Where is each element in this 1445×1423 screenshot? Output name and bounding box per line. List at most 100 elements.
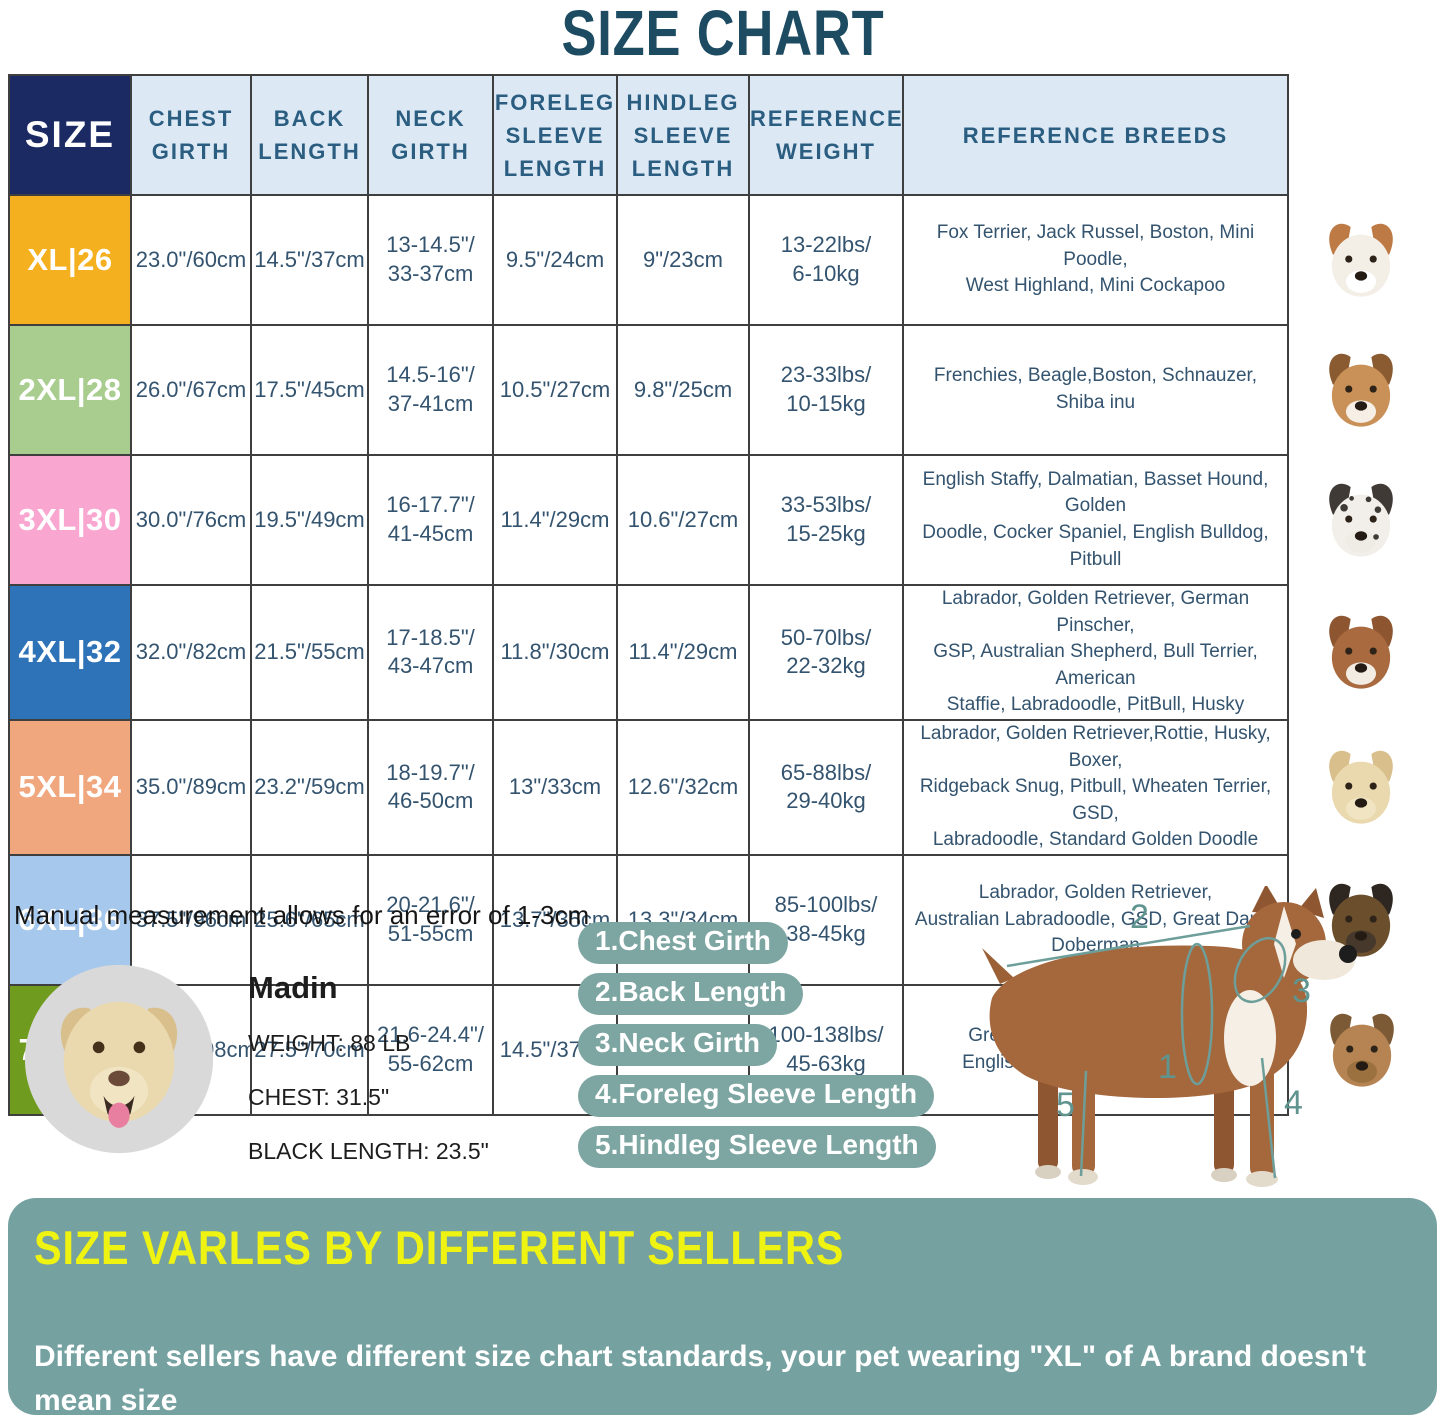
breed-photo-cell bbox=[1288, 325, 1434, 455]
size-label-cell: 4XL|32 bbox=[8, 584, 132, 721]
reference-weight-cell: 23-33lbs/ 10-15kg bbox=[748, 324, 904, 456]
neck-girth-cell: 20-21.6"/ 51-55cm bbox=[367, 853, 494, 986]
notice-body: Different sellers have different size ch… bbox=[34, 1291, 1411, 1423]
hindleg-sleeve-cell: 9"/23cm bbox=[616, 194, 750, 326]
breed-photo-cell bbox=[1288, 984, 1434, 1115]
col-header-foreleg-sleeve: FORELEG SLEEVE LENGTH bbox=[492, 74, 618, 196]
beagle-photo bbox=[1329, 353, 1393, 427]
chest-girth-cell: 32.0"/82cm bbox=[130, 584, 252, 721]
great-dane-photo bbox=[1329, 1013, 1394, 1087]
foreleg-sleeve-cell: 10.5"/27cm bbox=[492, 324, 618, 456]
reference-breeds-cell: English Staffy, Dalmatian, Basset Hound,… bbox=[902, 454, 1289, 586]
chest-girth-cell: 23.0"/60cm bbox=[130, 194, 252, 326]
breed-photo-cell bbox=[1288, 585, 1434, 720]
table-row: 2XL|28 26.0"/67cm 17.5"/45cm 14.5-16"/ 3… bbox=[8, 324, 1434, 456]
legend-foreleg-sleeve: 4.Foreleg Sleeve Length bbox=[578, 1075, 935, 1117]
col-header-reference-breeds: REFERENCE BREEDS bbox=[902, 74, 1289, 196]
foreleg-sleeve-cell: 11.8"/30cm bbox=[492, 584, 618, 721]
reference-breeds-cell: Labrador, Golden Retriever, German Pinsc… bbox=[902, 584, 1289, 721]
breed-photo-cell bbox=[1288, 455, 1434, 585]
measurement-diagram-dog: 2 1 3 4 5 bbox=[982, 886, 1357, 1187]
header-row: SIZE CHEST GIRTH BACK LENGTH NECK GIRTH … bbox=[8, 74, 1434, 196]
measurement-section: Manual measurement allows for an error o… bbox=[0, 886, 1445, 1222]
neck-girth-cell: 16-17.7"/ 41-45cm bbox=[367, 454, 494, 586]
neck-girth-cell: 13-14.5"/ 33-37cm bbox=[367, 194, 494, 326]
notice-title: SIZE VARLES BY DIFFERENT SELLERS bbox=[34, 1221, 845, 1274]
reference-breeds-cell: Labrador, Golden Retriever, Australian L… bbox=[902, 853, 1289, 986]
legend-hindleg-sleeve: 5.Hindleg Sleeve Length bbox=[578, 1126, 936, 1168]
table-row: 5XL|34 35.0"/89cm 23.2"/59cm 18-19.7"/ 4… bbox=[8, 718, 1434, 856]
model-dog-card: Madin WEIGHT: 88 LB CHEST: 31.5" BLACK L… bbox=[22, 962, 489, 1223]
legend-back-length: 2.Back Length bbox=[578, 973, 804, 1015]
neck-girth-cell: 21.6-24.4"/ 55-62cm bbox=[367, 983, 494, 1116]
col-header-size: SIZE bbox=[8, 74, 132, 196]
size-label-cell: XL|26 bbox=[8, 194, 132, 326]
jack-russell-photo bbox=[1329, 223, 1393, 297]
foreleg-sleeve-cell: 9.5"/24cm bbox=[492, 194, 618, 326]
reference-weight-cell: 33-53lbs/ 15-25kg bbox=[748, 454, 904, 586]
back-length-cell: 14.5"/37cm bbox=[250, 194, 369, 326]
size-table-body: XL|26 23.0"/60cm 14.5"/37cm 13-14.5"/ 33… bbox=[8, 194, 1434, 1116]
diagram-mark-2: 2 bbox=[1130, 898, 1149, 936]
neck-girth-cell: 17-18.5"/ 43-47cm bbox=[367, 584, 494, 721]
back-length-cell: 23.2"/59cm bbox=[250, 718, 369, 856]
page-title: SIZE CHART bbox=[560, 0, 885, 69]
seller-notice-panel: SIZE VARLES BY DIFFERENT SELLERS Differe… bbox=[8, 1198, 1437, 1417]
breed-photo-cell bbox=[1288, 719, 1434, 855]
model-back-length: BLACK LENGTH: 23.5" bbox=[248, 1138, 489, 1164]
reference-weight-cell: 50-70lbs/ 22-32kg bbox=[748, 584, 904, 721]
size-label-cell: 3XL|30 bbox=[8, 454, 132, 586]
back-length-cell: 21.5"/55cm bbox=[250, 584, 369, 721]
labrador-photo bbox=[1329, 751, 1393, 825]
chest-girth-cell: 30.0"/76cm bbox=[130, 454, 252, 586]
size-label-cell: 2XL|28 bbox=[8, 324, 132, 456]
back-length-cell: 25.6"/65cm bbox=[250, 853, 369, 986]
size-table: SIZE CHEST GIRTH BACK LENGTH NECK GIRTH … bbox=[8, 74, 1435, 1116]
measurement-note: Manual measurement allows for an error o… bbox=[14, 900, 590, 930]
table-row: 3XL|30 30.0"/76cm 19.5"/49cm 16-17.7"/ 4… bbox=[8, 454, 1434, 586]
reference-breeds-cell: Labrador, Golden Retriever,Rottie, Husky… bbox=[902, 718, 1289, 856]
diagram-mark-5: 5 bbox=[1056, 1086, 1075, 1124]
table-row: 4XL|32 32.0"/82cm 21.5"/55cm 17-18.5"/ 4… bbox=[8, 584, 1434, 721]
chest-girth-cell: 37.5"/96cm bbox=[130, 853, 252, 986]
legend-chest-girth: 1.Chest Girth bbox=[578, 922, 788, 964]
foreleg-sleeve-cell: 11.4"/29cm bbox=[492, 454, 618, 586]
diagram-mark-4: 4 bbox=[1284, 1084, 1303, 1122]
hindleg-sleeve-cell: 10.6"/27cm bbox=[616, 454, 750, 586]
reference-breeds-cell: Fox Terrier, Jack Russel, Boston, Mini P… bbox=[902, 194, 1289, 326]
model-info: Madin WEIGHT: 88 LB CHEST: 31.5" BLACK L… bbox=[248, 962, 489, 1223]
col-header-hindleg-sleeve: HINDLEG SLEEVE LENGTH bbox=[616, 74, 750, 196]
col-header-reference-weight: REFERENCE WEIGHT bbox=[748, 74, 904, 196]
back-length-cell: 17.5"/45cm bbox=[250, 324, 369, 456]
size-label-cell: 6XL|36 bbox=[8, 853, 132, 986]
back-length-cell: 19.5"/49cm bbox=[250, 454, 369, 586]
table-row: XL|26 23.0"/60cm 14.5"/37cm 13-14.5"/ 33… bbox=[8, 194, 1434, 326]
model-name: Madin bbox=[248, 970, 338, 1005]
col-header-back-length: BACK LENGTH bbox=[250, 74, 369, 196]
back-length-cell: 27.5"/70cm bbox=[250, 983, 369, 1116]
reference-weight-cell: 85-100lbs/ 38-45kg bbox=[748, 853, 904, 986]
neck-girth-cell: 14.5-16"/ 37-41cm bbox=[367, 324, 494, 456]
foreleg-sleeve-cell: 13"/33cm bbox=[492, 718, 618, 856]
model-dog-photo bbox=[24, 964, 214, 1154]
chest-girth-cell: 26.0"/67cm bbox=[130, 324, 252, 456]
col-header-breed-photo bbox=[1288, 75, 1434, 195]
diagram-mark-1: 1 bbox=[1158, 1048, 1177, 1086]
reference-weight-cell: 65-88lbs/ 29-40kg bbox=[748, 718, 904, 856]
model-weight: WEIGHT: 88 LB bbox=[248, 1030, 411, 1056]
hindleg-sleeve-cell: 12.6"/32cm bbox=[616, 718, 750, 856]
breed-photo-cell bbox=[1288, 195, 1434, 325]
american-staffordshire-photo bbox=[1329, 616, 1393, 690]
hindleg-sleeve-cell: 9.8"/25cm bbox=[616, 324, 750, 456]
diagram-mark-3: 3 bbox=[1292, 972, 1311, 1010]
size-label-cell: 5XL|34 bbox=[8, 718, 132, 856]
measurement-legend: 1.Chest Girth 2.Back Length 3.Neck Girth… bbox=[578, 922, 936, 1177]
chest-girth-cell: 35.0"/89cm bbox=[130, 718, 252, 856]
model-chest: CHEST: 31.5" bbox=[248, 1084, 390, 1110]
reference-weight-cell: 13-22lbs/ 6-10kg bbox=[748, 194, 904, 326]
neck-girth-cell: 18-19.7"/ 46-50cm bbox=[367, 718, 494, 856]
dalmatian-photo bbox=[1329, 483, 1393, 557]
hindleg-sleeve-cell: 11.4"/29cm bbox=[616, 584, 750, 721]
reference-breeds-cell: Frenchies, Beagle,Boston, Schnauzer, Shi… bbox=[902, 324, 1289, 456]
